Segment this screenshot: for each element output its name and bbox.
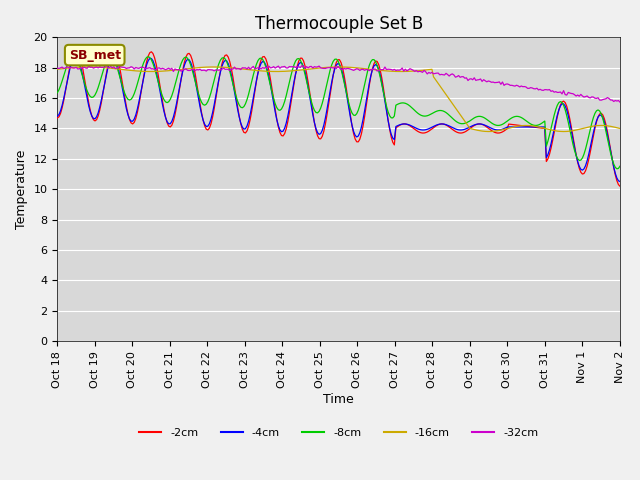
Y-axis label: Temperature: Temperature	[15, 150, 28, 229]
Text: SB_met: SB_met	[68, 48, 121, 61]
Title: Thermocouple Set B: Thermocouple Set B	[255, 15, 423, 33]
X-axis label: Time: Time	[323, 394, 354, 407]
Legend: -2cm, -4cm, -8cm, -16cm, -32cm: -2cm, -4cm, -8cm, -16cm, -32cm	[135, 423, 543, 442]
